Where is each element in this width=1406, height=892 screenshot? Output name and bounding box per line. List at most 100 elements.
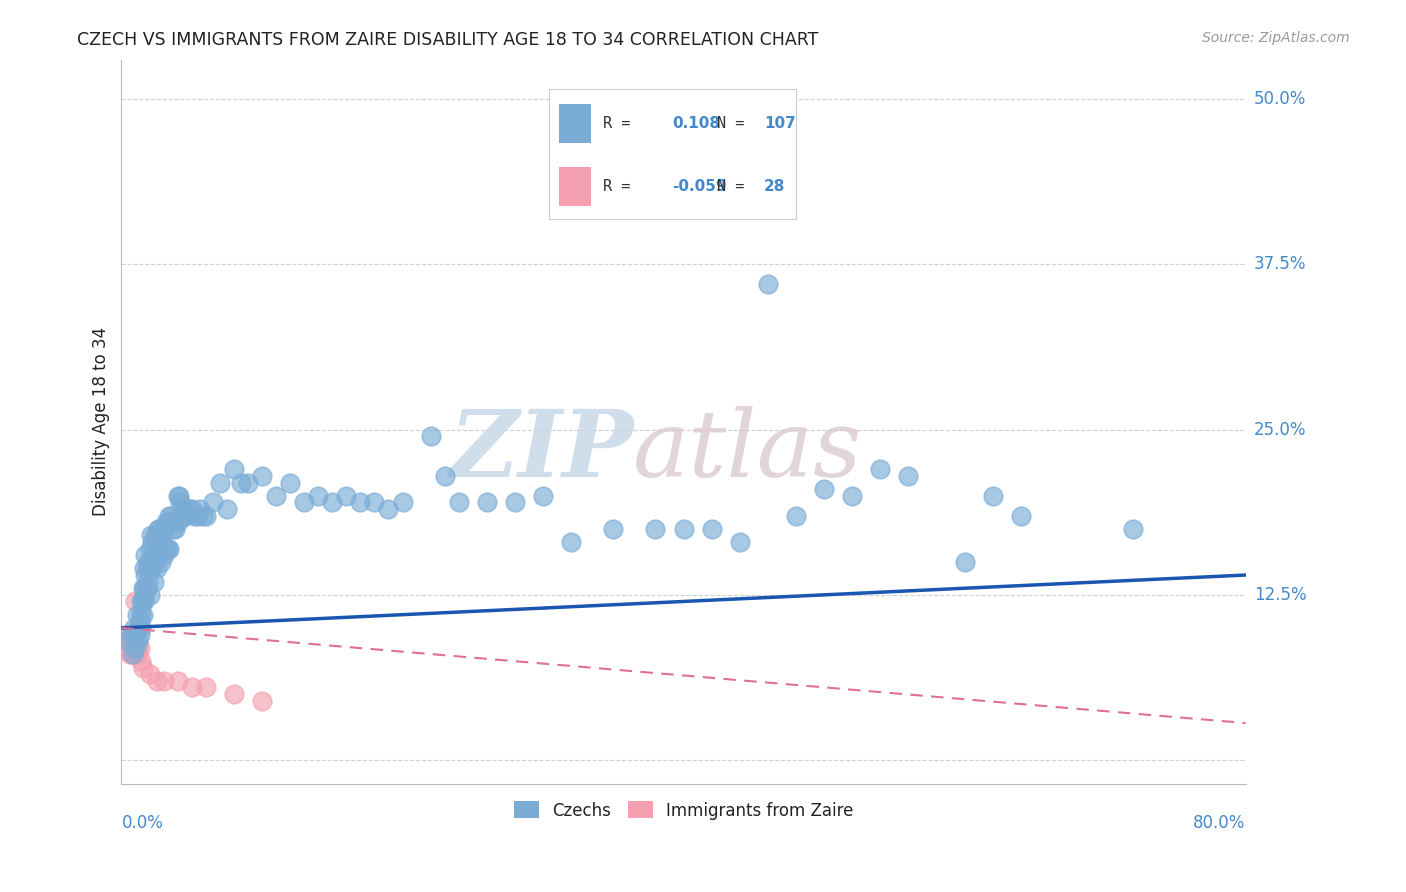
Point [321, 495, 343, 509]
Text: ZIP: ZIP [449, 406, 633, 496]
Point [124, 640, 146, 655]
Point [728, 535, 751, 549]
Point [145, 561, 167, 575]
Point [127, 634, 149, 648]
Point [250, 469, 273, 483]
Point [131, 594, 153, 608]
Point [143, 528, 166, 542]
Point [141, 561, 163, 575]
Point [118, 648, 141, 662]
Text: 12.5%: 12.5% [1254, 586, 1306, 604]
Point [131, 607, 153, 622]
Point [644, 522, 666, 536]
Point [112, 627, 135, 641]
Point [152, 548, 174, 562]
Text: atlas: atlas [633, 406, 862, 496]
Point [120, 627, 142, 641]
Point [377, 502, 399, 516]
Point [166, 489, 188, 503]
Point [121, 627, 143, 641]
Point [278, 475, 301, 490]
Point [222, 462, 245, 476]
Point [120, 648, 142, 662]
Point [122, 648, 145, 662]
Point [118, 634, 141, 648]
Point [166, 515, 188, 529]
Point [700, 522, 723, 536]
Point [129, 607, 152, 622]
Text: 37.5%: 37.5% [1254, 255, 1306, 274]
Point [222, 687, 245, 701]
Point [152, 673, 174, 688]
Point [191, 508, 214, 523]
Point [122, 621, 145, 635]
Point [145, 535, 167, 549]
Point [160, 515, 183, 529]
Point [149, 528, 172, 542]
Point [124, 627, 146, 641]
Point [250, 693, 273, 707]
Point [742, 171, 765, 186]
Point [229, 475, 252, 490]
Point [447, 495, 470, 509]
Point [120, 634, 142, 648]
Point [134, 548, 156, 562]
Point [672, 522, 695, 536]
Point [183, 508, 205, 523]
Point [981, 489, 1004, 503]
Point [953, 555, 976, 569]
Point [115, 640, 138, 655]
Point [841, 489, 863, 503]
Point [335, 489, 357, 503]
Point [150, 535, 173, 549]
Point [134, 588, 156, 602]
Point [172, 508, 194, 523]
Point [180, 681, 202, 695]
Point [194, 681, 217, 695]
Point [166, 673, 188, 688]
Text: Source: ZipAtlas.com: Source: ZipAtlas.com [1202, 31, 1350, 45]
Point [125, 607, 148, 622]
Point [135, 561, 157, 575]
Point [138, 588, 160, 602]
Point [169, 495, 191, 509]
Point [128, 627, 150, 641]
Legend: Czechs, Immigrants from Zaire: Czechs, Immigrants from Zaire [508, 795, 860, 826]
Point [162, 522, 184, 536]
Point [128, 615, 150, 629]
Point [194, 508, 217, 523]
Point [419, 429, 441, 443]
Point [128, 640, 150, 655]
Point [139, 555, 162, 569]
Point [174, 508, 197, 523]
Point [157, 541, 180, 556]
Point [1010, 508, 1032, 523]
Point [138, 667, 160, 681]
Point [142, 574, 165, 589]
Point [124, 640, 146, 655]
Point [131, 581, 153, 595]
Point [129, 654, 152, 668]
Point [122, 634, 145, 648]
Point [186, 508, 208, 523]
Point [391, 495, 413, 509]
Point [138, 561, 160, 575]
Text: 0.0%: 0.0% [121, 814, 163, 832]
Point [167, 489, 190, 503]
Point [188, 502, 211, 516]
Point [173, 502, 195, 516]
Point [125, 640, 148, 655]
Point [475, 495, 498, 509]
Point [503, 495, 526, 509]
Point [157, 508, 180, 523]
Point [813, 482, 835, 496]
Point [145, 673, 167, 688]
Point [136, 574, 159, 589]
Point [201, 495, 224, 509]
Point [264, 489, 287, 503]
Point [142, 541, 165, 556]
Point [560, 535, 582, 549]
Point [117, 634, 139, 648]
Point [177, 502, 200, 516]
Point [135, 581, 157, 595]
